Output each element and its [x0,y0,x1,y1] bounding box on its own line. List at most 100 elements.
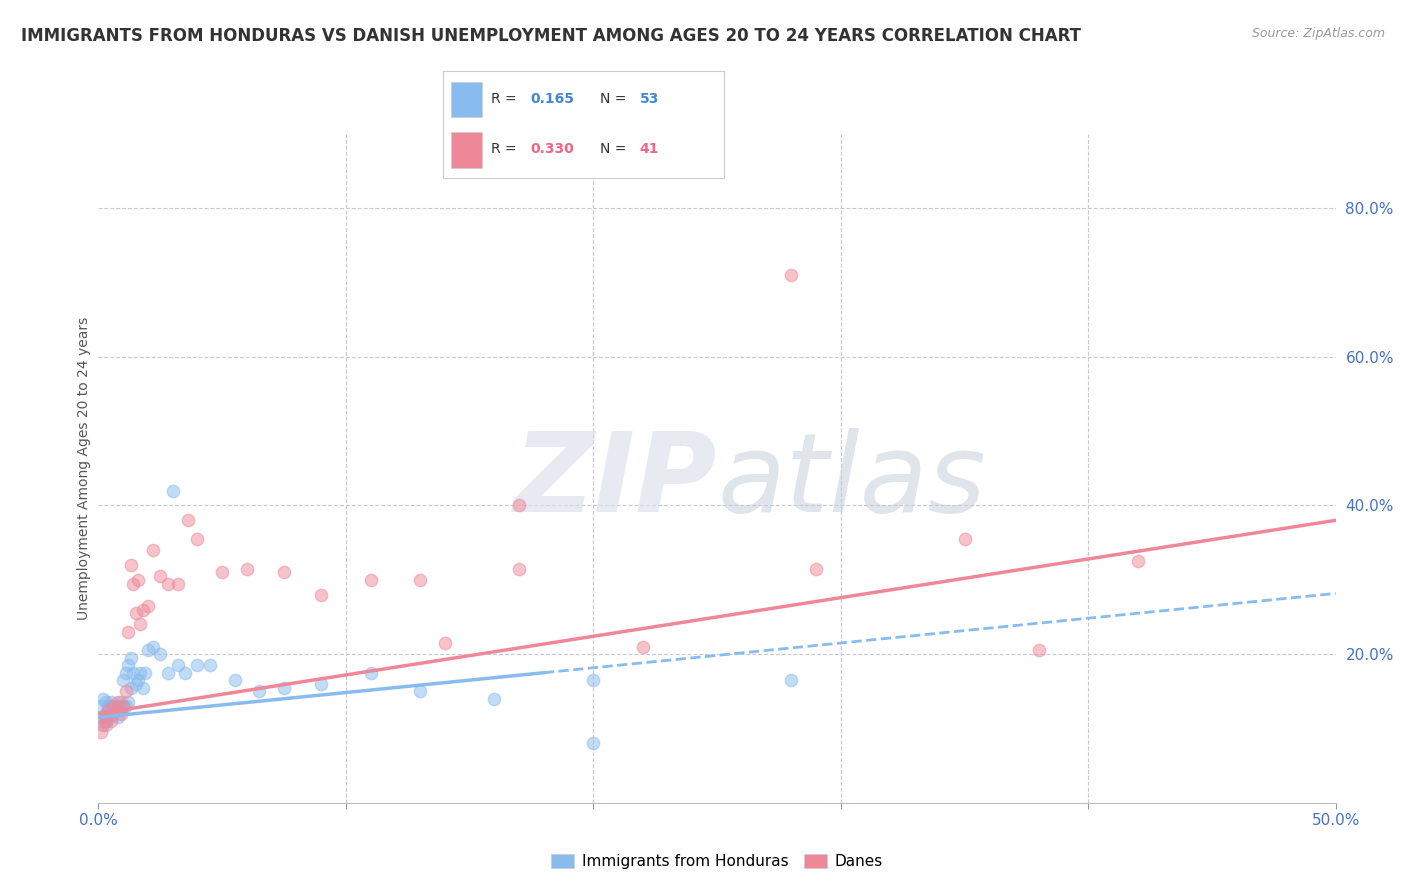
Point [136,599,159,613]
Point [120,558,142,572]
Point [94,696,117,710]
Point [100,696,122,710]
Point [93,717,115,731]
Point [136,643,159,657]
Point [100,714,122,728]
Point [166,576,188,591]
Point [90,710,112,724]
Point [122,576,145,591]
Point [176,513,198,527]
Point [120,681,142,695]
Point [236,562,259,576]
Point [97,699,120,714]
Point [122,665,145,680]
Point [104,699,127,714]
Point [582,736,605,750]
Point [484,691,506,706]
Point [114,699,136,714]
Legend: Immigrants from Honduras, Danes: Immigrants from Honduras, Danes [546,848,889,875]
Point [124,607,146,621]
Point [103,699,125,714]
Text: IMMIGRANTS FROM HONDURAS VS DANISH UNEMPLOYMENT AMONG AGES 20 TO 24 YEARS CORREL: IMMIGRANTS FROM HONDURAS VS DANISH UNEMP… [21,27,1081,45]
Text: ZIP: ZIP [513,428,717,535]
Point [360,573,382,587]
Point [508,562,530,576]
Bar [451,132,482,168]
Point [112,673,135,687]
Point [107,699,129,714]
Point [166,658,188,673]
Point [90,725,112,739]
Text: R =: R = [491,143,520,156]
Point [124,677,146,691]
Point [1126,554,1149,568]
Point [409,573,432,587]
Point [104,703,127,717]
Text: 53: 53 [640,92,659,106]
Point [94,714,117,728]
Point [107,696,129,710]
Point [409,684,432,698]
Point [110,703,132,717]
Point [309,677,332,691]
Text: R =: R = [491,92,520,106]
Point [127,673,149,687]
Point [174,665,197,680]
Point [433,636,456,650]
Point [110,696,132,710]
Point [508,499,530,513]
Point [186,658,208,673]
Point [93,691,115,706]
Point [112,699,135,714]
Point [127,573,149,587]
Point [114,684,136,698]
Point [117,624,139,639]
Text: N =: N = [600,143,631,156]
Bar [451,82,482,118]
Point [953,532,976,546]
Point [110,706,132,721]
Point [198,658,221,673]
Point [117,696,139,710]
Point [780,673,803,687]
Point [273,566,295,580]
Point [129,617,152,632]
Point [273,681,295,695]
Point [100,710,122,724]
Point [149,647,172,661]
Point [582,673,605,687]
Point [156,665,179,680]
Point [247,684,270,698]
Point [93,714,115,728]
Point [112,699,135,714]
Text: 0.330: 0.330 [530,143,574,156]
Point [149,569,172,583]
Point [100,706,122,721]
Text: 0.165: 0.165 [530,92,574,106]
Text: 41: 41 [640,143,659,156]
Point [90,699,112,714]
Y-axis label: Unemployment Among Ages 20 to 24 years: Unemployment Among Ages 20 to 24 years [77,317,91,620]
Point [97,703,120,717]
Point [780,268,803,282]
Point [103,706,125,721]
Point [114,665,136,680]
Point [104,703,127,717]
Point [94,710,117,724]
Point [94,717,117,731]
Point [94,706,117,721]
Point [142,640,165,654]
Text: Source: ZipAtlas.com: Source: ZipAtlas.com [1251,27,1385,40]
Point [186,532,208,546]
Text: N =: N = [600,92,631,106]
Point [631,640,654,654]
Point [162,483,184,498]
Point [224,673,246,687]
Point [804,562,827,576]
Point [156,576,179,591]
Point [103,699,125,714]
Point [134,665,156,680]
Point [120,651,142,665]
Point [1028,643,1050,657]
Point [97,703,120,717]
